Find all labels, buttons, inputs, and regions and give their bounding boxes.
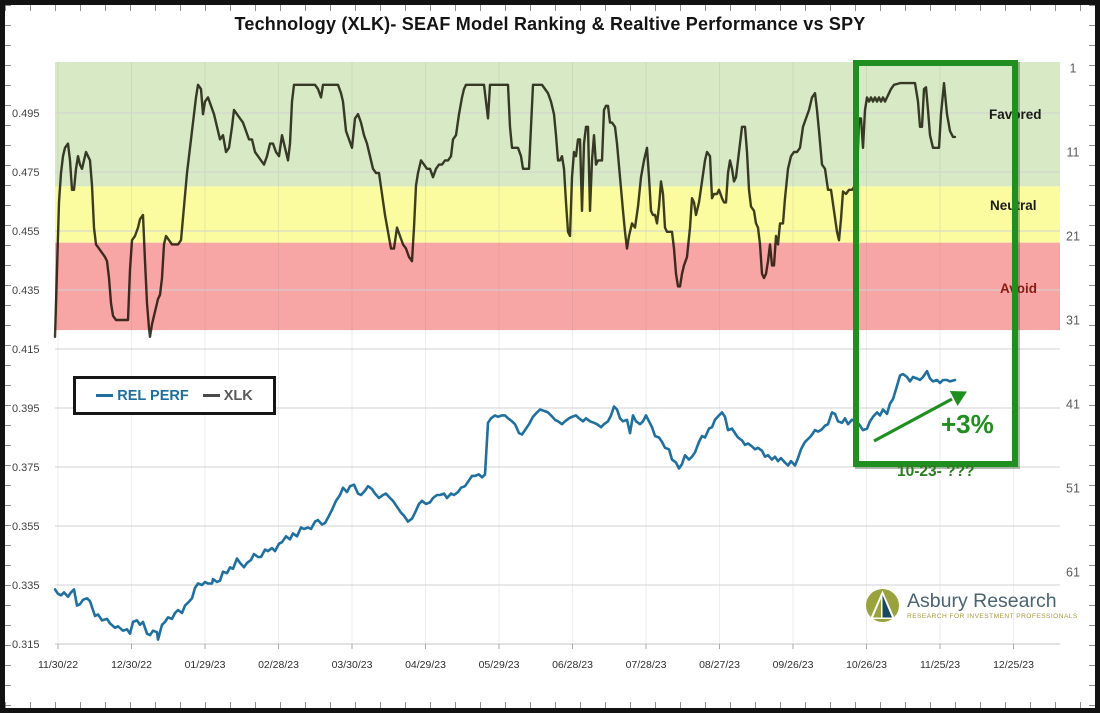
highlight-box [853, 60, 1018, 467]
y-axis-left-label: 0.335 [12, 580, 40, 592]
y-axis-right-label: 11 [1067, 146, 1080, 160]
asbury-logo-name: Asbury Research [907, 590, 1057, 612]
legend-item-xlk: XLK [202, 387, 253, 404]
rel-perf-line [53, 369, 957, 641]
x-axis-label: 12/25/23 [993, 659, 1034, 671]
legend-xlk-label: XLK [223, 387, 253, 404]
projection-arrow [873, 397, 953, 443]
x-axis-label: 03/30/23 [332, 659, 373, 671]
legend-rel-perf-label: REL PERF [117, 387, 189, 404]
y-axis-left-label: 0.375 [12, 462, 40, 474]
band-avoid [55, 242, 1060, 331]
x-axis-label: 09/26/23 [773, 659, 814, 671]
y-axis-right-label: 51 [1066, 482, 1080, 496]
y-axis-left-label: 0.435 [12, 285, 40, 297]
legend: REL PERF XLK [73, 376, 276, 415]
rel-perf-line-swatch-icon [96, 394, 114, 397]
asbury-logo-icon [866, 589, 899, 622]
y-axis-left-label: 0.395 [12, 403, 40, 415]
x-axis-label: 11/25/23 [920, 659, 960, 671]
y-axis-left-label: 0.415 [12, 344, 40, 356]
y-axis-left-label: 0.315 [12, 639, 40, 651]
y-axis-left-label: 0.355 [12, 521, 40, 533]
x-axis-label: 04/29/23 [405, 659, 446, 671]
asbury-research-logo: Asbury Research RESEARCH FOR INVESTMENT … [864, 587, 1078, 624]
asbury-logo-tagline: RESEARCH FOR INVESTMENT PROFESSIONALS [907, 613, 1078, 620]
legend-item-rel-perf: REL PERF [96, 387, 189, 404]
gain-annotation: +3% [941, 409, 994, 439]
y-axis-left-label: 0.475 [12, 167, 40, 179]
x-axis-label: 08/27/23 [699, 659, 740, 671]
y-axis-right-label: 21 [1066, 230, 1080, 244]
x-axis-label: 01/29/23 [185, 659, 226, 671]
asbury-logo-text: Asbury Research RESEARCH FOR INVESTMENT … [907, 590, 1078, 621]
projection-arrowhead-icon [949, 391, 967, 406]
y-axis-right-label: 61 [1066, 566, 1080, 580]
x-axis-label: 02/28/23 [258, 659, 299, 671]
question-annotation: 10-23- ??? [897, 463, 975, 480]
band-favored [55, 62, 1060, 187]
x-axis-label: 12/30/22 [111, 659, 152, 671]
xlk-line-swatch-icon [202, 394, 220, 397]
x-axis-label: 06/28/23 [552, 659, 593, 671]
y-axis-left-label: 0.455 [12, 226, 40, 238]
x-axis-label: 07/28/23 [626, 659, 667, 671]
x-axis-label: 10/26/23 [846, 659, 887, 671]
y-axis-right-label: 1 [1070, 62, 1077, 76]
x-axis-label: 11/30/22 [38, 659, 78, 671]
y-axis-right-label: 31 [1066, 314, 1080, 328]
y-axis-right-label: 41 [1066, 398, 1080, 412]
chart-title: Technology (XLK)- SEAF Model Ranking & R… [234, 14, 866, 34]
zone-label-avoid: Avoid [1000, 281, 1037, 296]
x-axis-label: 05/29/23 [479, 659, 520, 671]
y-axis-left-label: 0.495 [12, 108, 40, 120]
xlk-rank-line [53, 81, 957, 338]
band-neutral [55, 186, 1060, 243]
